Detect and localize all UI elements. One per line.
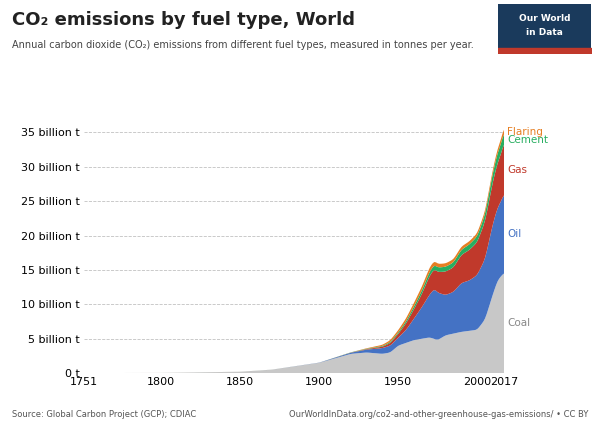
Text: Annual carbon dioxide (CO₂) emissions from different fuel types, measured in ton: Annual carbon dioxide (CO₂) emissions fr…	[12, 40, 474, 50]
Text: Oil: Oil	[507, 229, 521, 240]
Text: OurWorldInData.org/co2-and-other-greenhouse-gas-emissions/ • CC BY: OurWorldInData.org/co2-and-other-greenho…	[289, 410, 588, 419]
Text: in Data: in Data	[526, 28, 563, 37]
Text: Gas: Gas	[507, 165, 527, 175]
Text: Coal: Coal	[507, 318, 530, 328]
Text: Cement: Cement	[507, 135, 548, 145]
Text: CO₂ emissions by fuel type, World: CO₂ emissions by fuel type, World	[12, 11, 355, 28]
Text: Our World: Our World	[519, 14, 570, 23]
Text: Flaring: Flaring	[507, 127, 543, 137]
Text: Source: Global Carbon Project (GCP); CDIAC: Source: Global Carbon Project (GCP); CDI…	[12, 410, 196, 419]
